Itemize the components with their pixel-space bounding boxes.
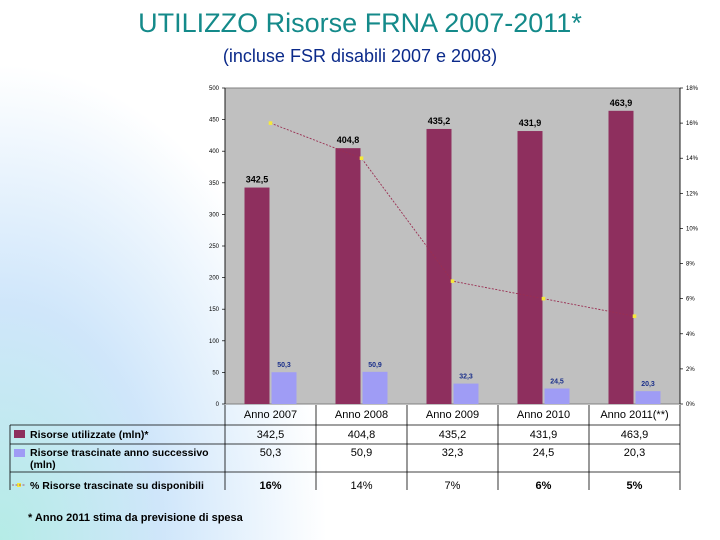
y-tick-label: 300: [209, 212, 220, 218]
data-label-trascinate: 50,9: [368, 362, 382, 369]
y-tick-label: 250: [209, 244, 220, 250]
legend-label-utilizzate: Risorse utilizzate (mln)*: [30, 429, 149, 441]
y2-tick-label: 0%: [686, 402, 695, 408]
y2-tick-label: 10%: [686, 226, 699, 232]
table-cell: 24,5: [533, 447, 554, 459]
table-cell: 404,8: [348, 429, 376, 441]
line-marker: [268, 121, 273, 125]
bar-risorse-trascinate: [362, 371, 388, 404]
table-cell: 435,2: [439, 429, 467, 441]
table-cell: 50,3: [260, 447, 281, 459]
table-cell: 50,9: [351, 447, 372, 459]
y2-tick-label: 8%: [686, 262, 695, 268]
bar-risorse-utilizzate: [517, 131, 543, 405]
data-label-utilizzate: 435,2: [428, 116, 451, 126]
data-label-trascinate: 24,5: [550, 379, 564, 386]
y2-tick-label: 4%: [686, 332, 695, 338]
table-cell: 5%: [627, 480, 643, 492]
category-label: Anno 2007: [244, 409, 297, 421]
y-tick-label: 200: [209, 276, 220, 282]
y2-tick-label: 16%: [686, 121, 699, 127]
legend-label-trascinate-unit: (mln): [30, 459, 56, 471]
y-tick-label: 50: [212, 370, 219, 376]
line-marker: [632, 314, 637, 319]
data-label-utilizzate: 342,5: [246, 175, 269, 185]
category-label: Anno 2011(**): [600, 409, 668, 421]
category-label: Anno 2009: [426, 409, 479, 421]
y2-tick-label: 14%: [686, 156, 699, 162]
y2-tick-label: 18%: [686, 86, 699, 92]
y-tick-label: 0: [216, 402, 220, 408]
line-marker: [541, 296, 546, 301]
table-cell: 6%: [536, 480, 552, 492]
legend-swatch-trascinate: [14, 449, 25, 457]
bar-risorse-utilizzate: [608, 110, 634, 405]
line-marker: [450, 279, 455, 283]
bar-risorse-trascinate: [453, 383, 479, 404]
y2-tick-label: 2%: [686, 367, 695, 373]
table-cell: 431,9: [530, 429, 558, 441]
data-label-utilizzate: 431,9: [519, 118, 542, 128]
y2-tick-label: 6%: [686, 297, 695, 303]
line-marker: [359, 156, 364, 161]
table-cell: 7%: [445, 480, 461, 492]
y-tick-label: 150: [209, 307, 220, 313]
data-label-utilizzate: 404,8: [337, 135, 360, 145]
table-cell: 16%: [259, 480, 281, 492]
table-cell: 14%: [350, 480, 372, 492]
table-cell: 20,3: [624, 447, 645, 459]
data-label-trascinate: 20,3: [641, 381, 655, 388]
table-cell: 32,3: [442, 447, 463, 459]
y-tick-label: 100: [209, 339, 220, 345]
bar-risorse-trascinate: [635, 391, 661, 404]
y-tick-label: 450: [209, 118, 220, 124]
data-label-utilizzate: 463,9: [610, 98, 633, 108]
legend-swatch-utilizzate: [14, 430, 25, 438]
legend-label-trascinate: Risorse trascinate anno successivo: [30, 447, 209, 459]
data-label-trascinate: 50,3: [277, 362, 291, 369]
table-cell: 463,9: [621, 429, 649, 441]
category-label: Anno 2008: [335, 409, 388, 421]
y2-tick-label: 12%: [686, 191, 699, 197]
bar-risorse-trascinate: [544, 388, 570, 404]
page-title: UTILIZZO Risorse FRNA 2007-2011*: [138, 8, 582, 38]
bar-risorse-utilizzate: [426, 128, 452, 404]
data-label-trascinate: 32,3: [459, 374, 473, 381]
bar-risorse-utilizzate: [244, 187, 270, 404]
y-tick-label: 400: [209, 149, 220, 155]
bar-risorse-utilizzate: [335, 148, 361, 404]
category-label: Anno 2010: [517, 409, 570, 421]
page-subtitle: (incluse FSR disabili 2007 e 2008): [222, 46, 498, 66]
y-tick-label: 350: [209, 181, 220, 187]
table-cell: 342,5: [257, 429, 285, 441]
y-tick-label: 500: [209, 86, 220, 92]
legend-label-percent: % Risorse trascinate su disponibili: [30, 480, 204, 492]
bar-risorse-trascinate: [271, 372, 297, 404]
footnote: * Anno 2011 stima da previsione di spesa: [28, 512, 243, 524]
